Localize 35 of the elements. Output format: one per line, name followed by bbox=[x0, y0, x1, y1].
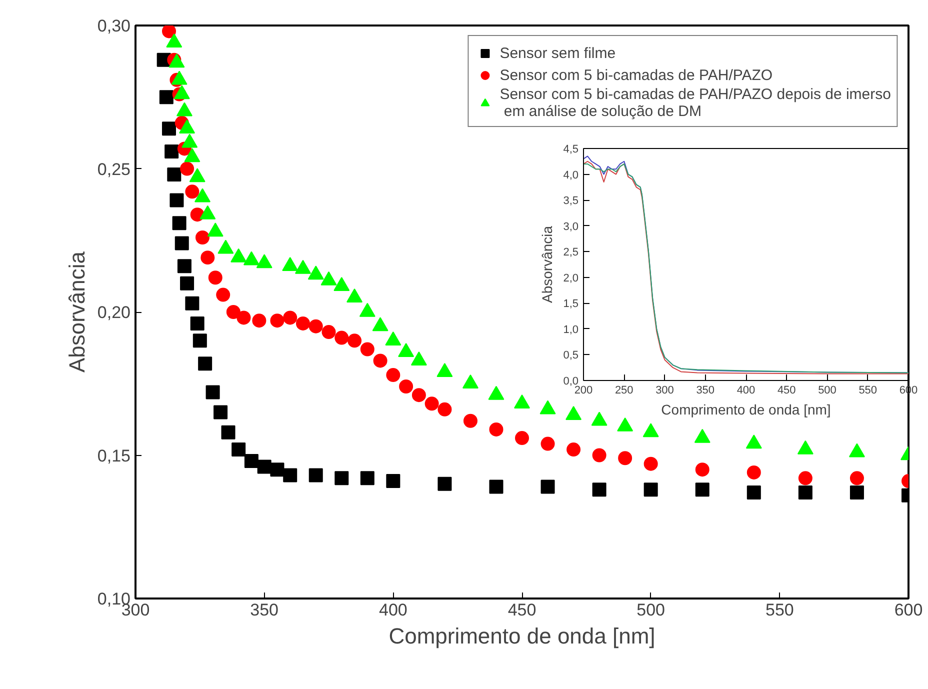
y-tick-label: 2,5 bbox=[563, 246, 579, 259]
y-tick-label: 4,5 bbox=[563, 144, 579, 156]
y-tick-label: 0,5 bbox=[563, 350, 579, 362]
x-tick-label: 200 bbox=[574, 384, 593, 396]
y-tick-label: 4,0 bbox=[563, 169, 579, 182]
legend-label: Sensor com 5 bi-camadas de PAH/PAZO bbox=[500, 66, 773, 86]
legend-label: Sensor sem filme bbox=[500, 44, 616, 64]
x-tick-label: 250 bbox=[614, 384, 634, 396]
x-tick-label: 600 bbox=[894, 600, 923, 620]
x-tick-label: 350 bbox=[696, 384, 715, 396]
x-tick-label: 400 bbox=[378, 600, 408, 620]
x-tick-label: 450 bbox=[508, 600, 536, 620]
x-tick-label: 550 bbox=[765, 600, 794, 620]
x-tick-label: 550 bbox=[858, 384, 878, 396]
legend-label: Sensor com 5 bi-camadas de PAH/PAZO depois de imerso em análise de solução de DM bbox=[500, 86, 891, 120]
y-tick-label: 1,0 bbox=[563, 324, 579, 336]
y-tick-label: 0,25 bbox=[97, 160, 131, 179]
x-tick-label: 300 bbox=[656, 384, 674, 396]
x-tick-label: 500 bbox=[818, 384, 836, 396]
y-tick-label: 0,20 bbox=[97, 303, 131, 322]
y-tick-label: 3,5 bbox=[563, 195, 579, 208]
y-tick-label: 1,5 bbox=[563, 298, 579, 310]
x-tick-label: 500 bbox=[636, 600, 666, 620]
y-axis-title: Absorvância bbox=[539, 226, 556, 304]
x-tick-label: 450 bbox=[777, 384, 796, 396]
x-tick-label: 400 bbox=[736, 384, 756, 396]
y-tick-label: 0,0 bbox=[563, 376, 579, 388]
x-axis-title: Comprimento de onda [nm] bbox=[661, 402, 831, 418]
y-tick-label: 0,30 bbox=[97, 16, 131, 36]
y-tick-label: 0,15 bbox=[97, 446, 131, 466]
y-tick-label: 2,0 bbox=[563, 272, 579, 284]
x-axis-title: Comprimento de onda [nm] bbox=[388, 624, 656, 648]
x-tick-label: 350 bbox=[250, 600, 279, 620]
y-tick-label: 3,0 bbox=[563, 220, 579, 233]
y-axis-title: Absorvância bbox=[64, 250, 90, 373]
